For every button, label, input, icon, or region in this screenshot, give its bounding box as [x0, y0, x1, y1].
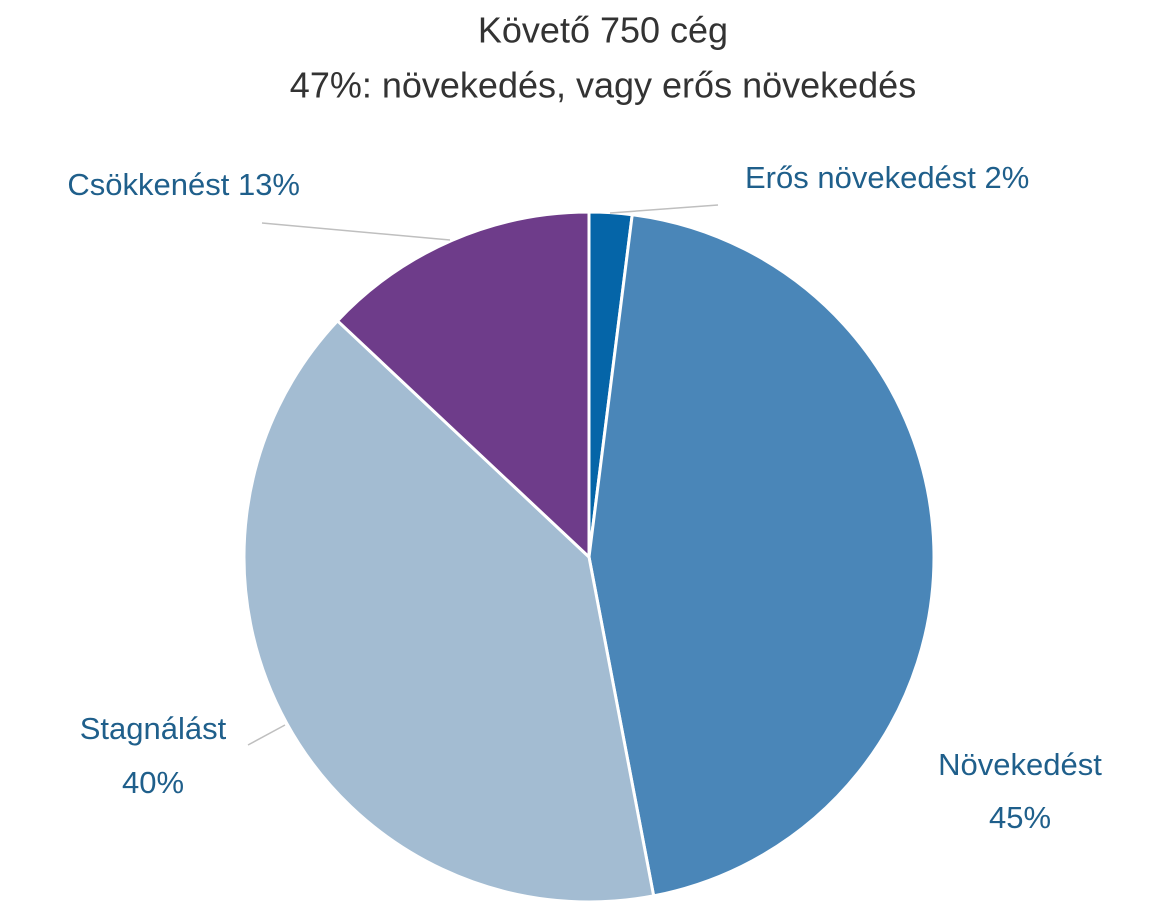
pie-slice [242, 318, 656, 904]
leader-line [609, 204, 719, 214]
leader-line [247, 724, 286, 746]
pie-slice [587, 213, 936, 898]
chart-subtitle: 47%: növekedés, vagy erős növekedés [290, 65, 916, 106]
data-label: Csökkenést 13% [67, 167, 300, 202]
category-label: Stagnálást [80, 711, 227, 746]
data-label: Erős növekedést 2% [745, 160, 1029, 195]
value-label: 13% [238, 167, 300, 202]
value-label: 45% [989, 800, 1051, 835]
pie-slice [335, 210, 591, 561]
pie [242, 210, 936, 904]
value-label: 40% [122, 765, 184, 800]
value-label: 2% [985, 160, 1030, 195]
category-label: Csökkenést [67, 167, 229, 202]
category-label: Erős növekedést [745, 160, 976, 195]
category-label: Növekedést [938, 747, 1102, 782]
leader-line [261, 222, 451, 241]
labels: Erős növekedést 2% Növekedést 45% Stagnálás… [67, 160, 1102, 835]
chart-title: Követő 750 cég [478, 10, 728, 51]
